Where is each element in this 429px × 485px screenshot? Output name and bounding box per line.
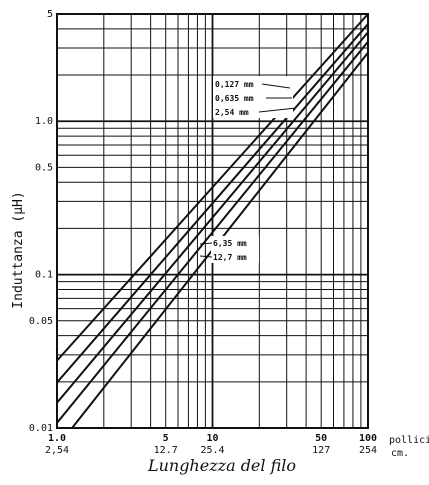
annotation-arrow-3: [199, 242, 213, 245]
series-line-3: [56, 41, 369, 424]
y-tick-label: 0.1: [35, 270, 53, 281]
annotation-0: 0,127 mm: [215, 80, 254, 89]
series-line-1: [56, 23, 369, 384]
annotation-1: 0,635 mm: [215, 94, 254, 103]
y-tick-label: 0.05: [29, 316, 53, 327]
annotation-box-lower: [211, 236, 259, 263]
x-tick-sublabel: 2,54: [45, 445, 69, 456]
x-tick-label: 100: [359, 433, 377, 444]
plot-frame: [56, 13, 369, 429]
series-line-2: [56, 31, 369, 404]
annotation-arrow-2: [258, 107, 297, 113]
x-tick-label: 1.0: [48, 433, 66, 444]
y-axis-label: Induttanza (µH): [11, 191, 26, 308]
x-tick-sublabel: 127: [312, 445, 330, 456]
x-tick-label: 5: [163, 433, 169, 444]
x-tick-sublabel: 12.7: [154, 445, 178, 456]
x-tick-sublabel: 25.4: [200, 445, 224, 456]
annotation-group-upper: 0,127 mm 0,635 mm 2,54 mm: [213, 76, 297, 118]
annotation-4: 12,7 mm: [213, 253, 247, 262]
annotation-box-upper: [213, 76, 293, 118]
annotation-group-lower: 6,35 mm 12,7 mm: [199, 236, 259, 263]
x-tick-label: 10: [206, 433, 218, 444]
y-tick-label: 0.5: [35, 162, 53, 173]
annotation-3: 6,35 mm: [213, 239, 247, 248]
annotation-arrow-4: [199, 255, 213, 258]
x-unit-primary: pollici: [389, 435, 429, 446]
annotation-arrow-0: [261, 83, 291, 89]
x-tick-label: 50: [315, 433, 327, 444]
x-axis-label: Lunghezza del filo: [147, 456, 296, 475]
y-tick-label: 5: [47, 9, 53, 20]
series-line-0: [56, 13, 369, 362]
annotation-2: 2,54 mm: [215, 108, 249, 117]
x-unit-secondary: cm.: [391, 448, 409, 459]
x-tick-sublabel: 254: [359, 445, 377, 456]
y-tick-label: 0.01: [29, 423, 53, 434]
y-tick-labels: 0.01 0.05 0.1 0.5 1.0 5: [29, 9, 53, 434]
y-tick-label: 1.0: [35, 116, 53, 127]
